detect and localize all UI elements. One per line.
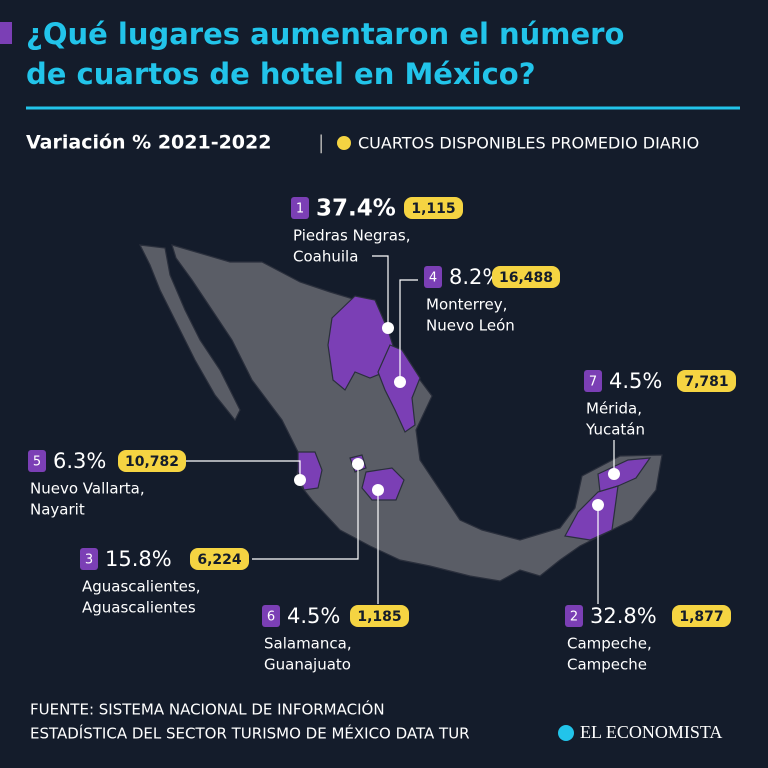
campeche [564,485,619,541]
rooms-pill [672,605,731,627]
place-name: Nuevo Vallarta, [30,480,145,498]
legend: CUARTOS DISPONIBLES PROMEDIO DIARIO [358,134,699,153]
change: 4.5% [287,604,340,628]
nuevo-leon [377,344,421,433]
rooms: 10,782 [125,454,179,470]
rank: 7 [589,375,597,390]
rank-box [80,548,98,570]
place-name: Campeche [567,656,647,674]
place-name: Monterrey, [426,296,507,314]
subtitle: Variación % 2021-2022 [26,132,271,154]
place-name: Aguascalientes [82,599,196,617]
rank-box [565,605,583,627]
place-name: Nayarit [30,501,85,519]
rooms: 7,781 [684,374,728,390]
rank-box [291,197,309,219]
rooms: 1,877 [679,609,723,625]
rooms-pill [677,370,736,392]
coahuila [327,295,396,391]
place-name: Nuevo León [426,317,515,335]
rooms: 1,185 [357,609,401,625]
rooms-pill [404,197,463,219]
place-name: Campeche, [567,635,652,653]
rank: 5 [33,455,41,470]
rank-box [584,370,602,392]
legend-dot [337,136,351,150]
rooms-pill [190,548,249,570]
location-dot [372,484,384,496]
logo: EL ECONOMISTA [580,722,722,742]
rank-box [262,605,280,627]
change: 6.3% [53,449,106,473]
rooms-pill [118,450,186,472]
separator: | [318,132,324,154]
location-dot [294,474,306,486]
place-name: Mérida, [586,400,642,418]
logo-mark [558,725,574,741]
accent [0,22,12,44]
leader-line [182,460,301,480]
rank-box [424,266,442,288]
rooms-pill [492,266,560,288]
place-name: Aguascalientes, [82,578,201,596]
place-name: Coahuila [293,248,358,266]
rank: 2 [570,610,578,625]
rank: 3 [85,553,93,568]
place-name: Piedras Negras, [293,227,411,245]
leader-line [252,464,359,560]
rank-box [28,450,46,472]
leader-line [372,255,389,328]
source: FUENTE: SISTEMA NACIONAL DE INFORMACIÓN [30,700,385,719]
location-dot [352,458,364,470]
rank: 4 [429,271,437,286]
rooms-pill [350,605,409,627]
change: 37.4% [316,196,396,222]
leader-line [399,279,418,382]
rank: 1 [296,202,304,217]
source: ESTADÍSTICA DEL SECTOR TURISMO DE MÉXICO… [30,724,470,743]
place-name: Guanajuato [264,656,351,674]
change: 15.8% [105,547,172,571]
location-dot [394,376,406,388]
rank: 6 [267,610,275,625]
place-name: Yucatán [585,421,645,439]
place-name: Salamanca, [264,635,352,653]
location-dot [592,499,604,511]
change: 32.8% [590,604,657,628]
location-dot [382,322,394,334]
change: 4.5% [609,369,662,393]
title: de cuartos de hotel en México? [26,57,536,91]
rooms: 16,488 [499,270,553,286]
location-dot [608,468,620,480]
title: ¿Qué lugares aumentaron el número [26,17,624,51]
rooms: 6,224 [197,552,242,568]
baja [138,244,241,422]
rooms: 1,115 [411,201,455,217]
